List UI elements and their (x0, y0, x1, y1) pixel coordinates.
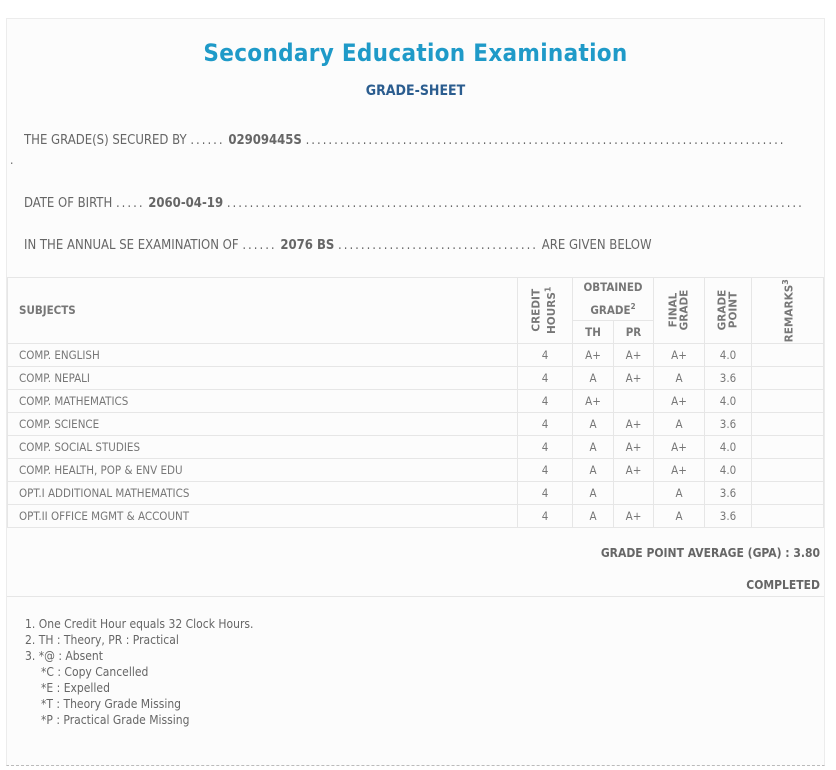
exam-line: IN THE ANNUAL SE EXAMINATION OF ...... 2… (24, 238, 652, 253)
cell-th: A (572, 503, 614, 528)
cell-gp: 4.0 (704, 457, 752, 482)
note: *P : Practical Grade Missing (41, 713, 190, 727)
cell-credit: 4 (517, 480, 573, 505)
cell-remarks (751, 457, 824, 482)
cell-th: A (572, 411, 614, 436)
cell-gp: 4.0 (704, 342, 752, 367)
table-row: COMP. SOCIAL STUDIES 4 A A+ A+ 4.0 (7, 434, 824, 459)
gpa-summary: GRADE POINT AVERAGE (GPA) : 3.80 (600, 546, 820, 560)
cell-credit: 4 (517, 365, 573, 390)
note: 3. *@ : Absent (25, 649, 103, 663)
note: 1. One Credit Hour equals 32 Clock Hours… (25, 617, 254, 631)
cell-subject: COMP. MATHEMATICS (7, 388, 518, 413)
note: *C : Copy Cancelled (41, 665, 149, 679)
cell-pr: A+ (613, 503, 654, 528)
cell-credit: 4 (517, 503, 573, 528)
table-row: OPT.I ADDITIONAL MATHEMATICS 4 A A 3.6 (7, 480, 824, 505)
cell-gp: 3.6 (704, 411, 752, 436)
cell-final: A+ (653, 457, 705, 482)
cell-subject: COMP. NEPALI (7, 365, 518, 390)
table-row: COMP. MATHEMATICS 4 A+ A+ 4.0 (7, 388, 824, 413)
cell-remarks (751, 342, 824, 367)
cell-pr: A+ (613, 434, 654, 459)
cell-pr: A+ (613, 457, 654, 482)
dob-label: DATE OF BIRTH (24, 196, 113, 211)
grade-sheet: Secondary Education Examination GRADE-SH… (6, 18, 825, 766)
cell-final: A+ (653, 388, 705, 413)
cell-pr: A+ (613, 342, 654, 367)
cell-credit: 4 (517, 457, 573, 482)
symbol-number: 02909445S (228, 133, 302, 148)
cell-remarks (751, 503, 824, 528)
header-subjects: SUBJECTS (7, 277, 518, 344)
header-th: TH (572, 319, 614, 344)
cell-subject: COMP. SOCIAL STUDIES (7, 434, 518, 459)
cell-th: A+ (572, 342, 614, 367)
table-row: COMP. ENGLISH 4 A+ A+ A+ 4.0 (7, 342, 824, 367)
grades-table: SUBJECTS CREDIT HOURS1 OBTAINED GRADE2 FIN… (7, 277, 824, 528)
header-final-grade: FINAL GRADE (653, 277, 705, 344)
cell-subject: OPT.I ADDITIONAL MATHEMATICS (7, 480, 518, 505)
dob-line: DATE OF BIRTH ..... 2060-04-19 .........… (24, 196, 804, 211)
header-remarks: REMARKS3 (751, 277, 824, 344)
header-pr: PR (613, 319, 654, 344)
cell-remarks (751, 480, 824, 505)
cell-credit: 4 (517, 342, 573, 367)
secured-by-line: THE GRADE(S) SECURED BY ...... 02909445S… (24, 133, 786, 148)
cell-credit: 4 (517, 411, 573, 436)
cell-pr (613, 480, 654, 505)
exam-suffix: ARE GIVEN BELOW (541, 238, 652, 253)
header-obtained-grade: OBTAINED GRADE2 (572, 277, 654, 321)
cell-final: A (653, 365, 705, 390)
table-row: COMP. HEALTH, POP & ENV EDU 4 A A+ A+ 4.0 (7, 457, 824, 482)
cell-subject: COMP. SCIENCE (7, 411, 518, 436)
exam-year: 2076 BS (280, 238, 335, 253)
cell-final: A+ (653, 434, 705, 459)
dob-value: 2060-04-19 (148, 196, 224, 211)
secured-by-label: THE GRADE(S) SECURED BY (24, 133, 187, 148)
page-title: Secondary Education Examination (203, 39, 628, 67)
table-row: COMP. NEPALI 4 A A+ A 3.6 (7, 365, 824, 390)
cell-th: A+ (572, 388, 614, 413)
cell-pr: A+ (613, 411, 654, 436)
cell-remarks (751, 365, 824, 390)
cell-final: A+ (653, 342, 705, 367)
cell-subject: COMP. ENGLISH (7, 342, 518, 367)
note: 2. TH : Theory, PR : Practical (25, 633, 179, 647)
stray-dot: . (10, 153, 14, 167)
cell-th: A (572, 434, 614, 459)
cell-th: A (572, 365, 614, 390)
cell-pr (613, 388, 654, 413)
cell-subject: OPT.II OFFICE MGMT & ACCOUNT (7, 503, 518, 528)
cell-final: A (653, 480, 705, 505)
note: *E : Expelled (41, 681, 110, 695)
cell-remarks (751, 388, 824, 413)
note: *T : Theory Grade Missing (41, 697, 182, 711)
cell-gp: 3.6 (704, 503, 752, 528)
cell-gp: 4.0 (704, 434, 752, 459)
cell-gp: 3.6 (704, 365, 752, 390)
cell-gp: 3.6 (704, 480, 752, 505)
cell-th: A (572, 480, 614, 505)
table-row: OPT.II OFFICE MGMT & ACCOUNT 4 A A+ A 3.6 (7, 503, 824, 528)
cell-subject: COMP. HEALTH, POP & ENV EDU (7, 457, 518, 482)
footnotes: 1. One Credit Hour equals 32 Clock Hours… (25, 616, 253, 728)
result-status: COMPLETED (746, 578, 820, 592)
cell-credit: 4 (517, 434, 573, 459)
page-subtitle: GRADE-SHEET (365, 83, 466, 99)
cell-th: A (572, 457, 614, 482)
cell-final: A (653, 503, 705, 528)
exam-label: IN THE ANNUAL SE EXAMINATION OF (24, 238, 239, 253)
cell-final: A (653, 411, 705, 436)
header-grade-point: GRADE POINT (704, 277, 752, 344)
header-credit-hours: CREDIT HOURS1 (517, 277, 573, 344)
cell-gp: 4.0 (704, 388, 752, 413)
cell-credit: 4 (517, 388, 573, 413)
cell-pr: A+ (613, 365, 654, 390)
cell-remarks (751, 411, 824, 436)
divider (7, 596, 824, 597)
table-row: COMP. SCIENCE 4 A A+ A 3.6 (7, 411, 824, 436)
cell-remarks (751, 434, 824, 459)
